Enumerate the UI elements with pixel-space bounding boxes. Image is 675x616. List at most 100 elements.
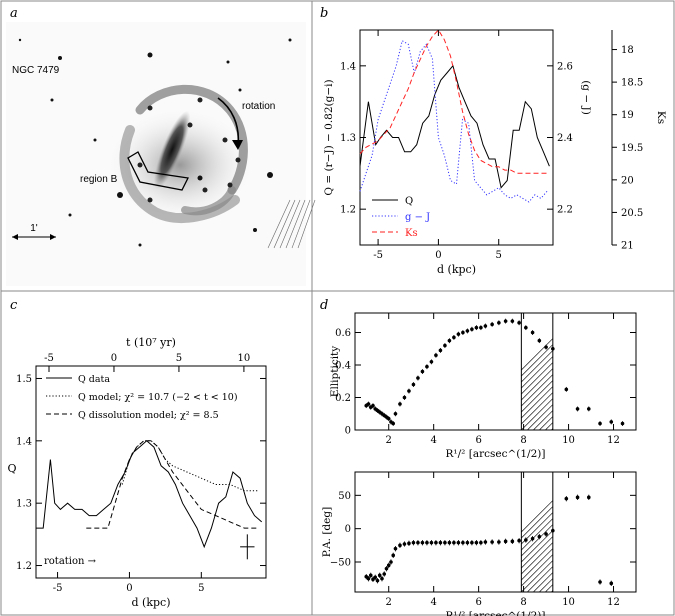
data-point — [530, 330, 535, 335]
image-artifact-streak — [267, 199, 291, 249]
y-tick-label: 0 — [345, 524, 351, 535]
y-tick-mid-label: 2.2 — [557, 205, 573, 216]
data-point — [544, 532, 548, 536]
plot-frame — [354, 471, 637, 593]
hatch-line — [521, 398, 554, 431]
star — [50, 98, 54, 102]
legend-entry: Q — [405, 196, 413, 207]
hatch-line — [521, 344, 554, 377]
x-axis-label: d (kpc) — [132, 596, 171, 609]
data-point — [391, 553, 396, 558]
galaxy-halo — [105, 107, 255, 223]
data-point — [544, 345, 548, 349]
data-point — [537, 338, 542, 343]
data-point — [465, 329, 470, 333]
data-point — [474, 325, 479, 330]
data-point — [368, 573, 373, 578]
x-tick-label: 12 — [607, 435, 620, 446]
data-point — [490, 322, 494, 327]
y-tick-mid-label: 2.4 — [557, 133, 573, 144]
x-tick-label: 10 — [562, 435, 575, 446]
hatch-line — [521, 500, 554, 533]
x-tick-label: 2 — [386, 597, 392, 608]
data-point — [393, 546, 398, 551]
star — [147, 52, 153, 58]
data-point — [425, 364, 429, 369]
data-point — [530, 536, 535, 541]
y-tick-label: 0 — [345, 426, 351, 437]
top-x-axis-label: t (10⁷ yr) — [126, 336, 176, 349]
data-point — [447, 540, 452, 545]
y-tick-right-label: 19 — [621, 110, 634, 121]
galaxy-bar — [153, 110, 191, 190]
hii-knot — [137, 162, 143, 168]
data-point — [461, 330, 465, 335]
data-point — [609, 420, 614, 424]
star — [253, 228, 257, 232]
hatch-line — [521, 530, 554, 563]
panel-letter-b: b — [320, 6, 328, 21]
x-tick-label: 4 — [430, 597, 436, 608]
hatch-line — [521, 554, 554, 587]
data-point — [438, 540, 443, 545]
hatch-line — [539, 416, 554, 431]
y-axis-label: Ellipticity — [329, 346, 341, 397]
hatch-line — [521, 380, 554, 413]
y-tick-label: 1.3 — [340, 133, 356, 144]
data-point — [402, 542, 407, 546]
hatched-region — [520, 471, 554, 593]
data-point — [564, 496, 569, 501]
hatch-line — [521, 518, 554, 551]
data-point — [443, 343, 447, 348]
data-point — [586, 495, 591, 500]
data-point — [452, 540, 456, 545]
scale-bar-arrow-right — [50, 234, 56, 240]
panel-d-bottom-chart: 2 4 6 8 10 12 −50 0 50 R¹/² [arcsec^(1/2)] P.A. [d… — [321, 471, 637, 616]
data-point — [510, 539, 515, 544]
hatch-line — [527, 566, 554, 593]
data-point — [366, 576, 371, 581]
data-point — [429, 359, 434, 364]
x-tick-label: 6 — [475, 597, 481, 608]
scale-bar-arrow-left — [12, 234, 18, 240]
plot-frame — [35, 365, 267, 579]
plot-frame — [354, 312, 637, 431]
x-tick-label: 12 — [607, 597, 620, 608]
y-tick-label: 0.4 — [335, 361, 351, 372]
hatch-line — [521, 362, 554, 395]
hatch-line — [521, 392, 554, 425]
hatch-line — [521, 374, 554, 407]
y-tick-label: 1.4 — [340, 61, 356, 72]
hatched-region — [520, 312, 554, 431]
hatch-line — [521, 506, 554, 539]
top-x-tick-label: -5 — [44, 353, 54, 364]
data-point — [479, 325, 483, 330]
data-point — [474, 540, 479, 545]
series-line-solid — [359, 64, 550, 189]
data-point — [452, 335, 456, 340]
data-point — [447, 338, 452, 343]
legend-entry: Q dissolution model; χ² = 8.5 — [78, 410, 219, 421]
region-b-outline — [127, 151, 189, 191]
data-point — [483, 540, 488, 544]
y-axis-label: P.A. [deg] — [321, 507, 333, 557]
star — [93, 138, 97, 142]
data-point — [524, 538, 528, 542]
series-line-dashed — [86, 440, 259, 529]
hatch-line — [521, 560, 554, 593]
data-point — [384, 566, 389, 571]
y-tick-label: 0.6 — [335, 328, 351, 339]
data-point — [470, 327, 474, 332]
data-point — [497, 320, 501, 325]
data-point — [497, 540, 501, 544]
hatch-line — [521, 368, 554, 401]
y-tick-label: −50 — [330, 558, 351, 569]
panel-a-image: NGC 7479 rotation region B 1' — [6, 22, 316, 286]
x-tick-label: 2 — [386, 435, 392, 446]
hatch-line — [521, 524, 554, 557]
y-tick-right-label: 20.5 — [621, 208, 643, 219]
panel-b-chart: -5 0 5 1.2 1.3 1.4 2.2 2.4 2.6 18 18.5 19 19.5 20 20.5… — [323, 29, 667, 276]
legend-entry: Ks — [405, 228, 418, 239]
